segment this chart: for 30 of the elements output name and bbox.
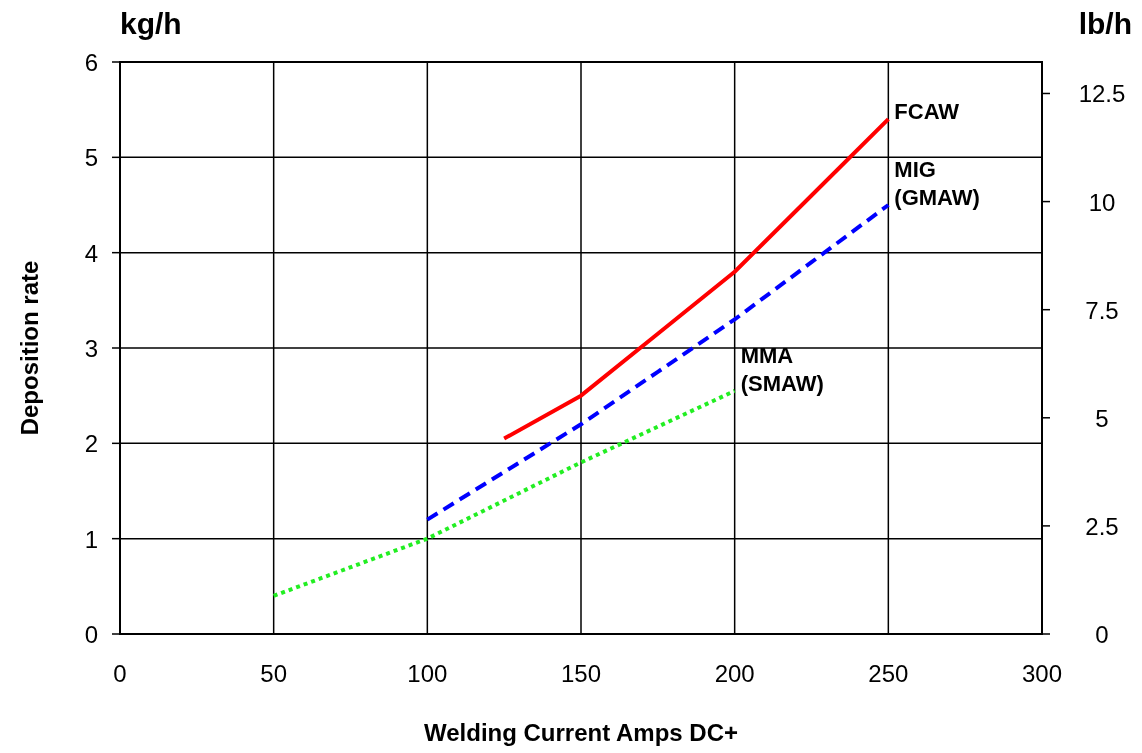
line-series [271,388,737,598]
y-tick-label: 1 [84,525,98,553]
y2-tick-label: 10 [1088,188,1116,216]
series-label: MIG (GMAW) [894,157,980,210]
y2-tick-label: 12.5 [1078,80,1126,108]
series-label: MMA (SMAW) [740,342,824,396]
y-tick-label: 4 [84,239,98,267]
y2-axis-title: lb/h [1078,7,1132,40]
y2-tick-label: 7.5 [1085,296,1119,324]
x-tick-label: 50 [260,660,288,687]
y-tick-label: 6 [84,49,98,76]
x-tick-label: 300 [1021,660,1063,687]
y-tick-label: 0 [84,621,98,648]
x-tick-label: 100 [407,660,448,687]
x-axis-title: Welding Current Amps DC+ [423,719,739,746]
x-tick-label: 250 [868,660,909,687]
y-tick-label: 2 [84,430,98,458]
y2-tick-label: 0 [1095,621,1109,648]
y-tick-label: 5 [84,144,98,172]
x-tick-label: 0 [113,660,127,687]
y-axis-title: Deposition rate [16,260,43,436]
series-label: FCAW [894,99,960,125]
x-tick-label: 150 [560,660,602,687]
y-tick-label: 3 [84,335,98,362]
y2-tick-label: 2.5 [1085,512,1119,540]
x-tick-label: 200 [714,660,755,687]
text: kg/h [120,7,182,40]
y2-tick-label: 5 [1095,404,1109,432]
line-series [425,203,891,522]
line-series [502,117,891,441]
